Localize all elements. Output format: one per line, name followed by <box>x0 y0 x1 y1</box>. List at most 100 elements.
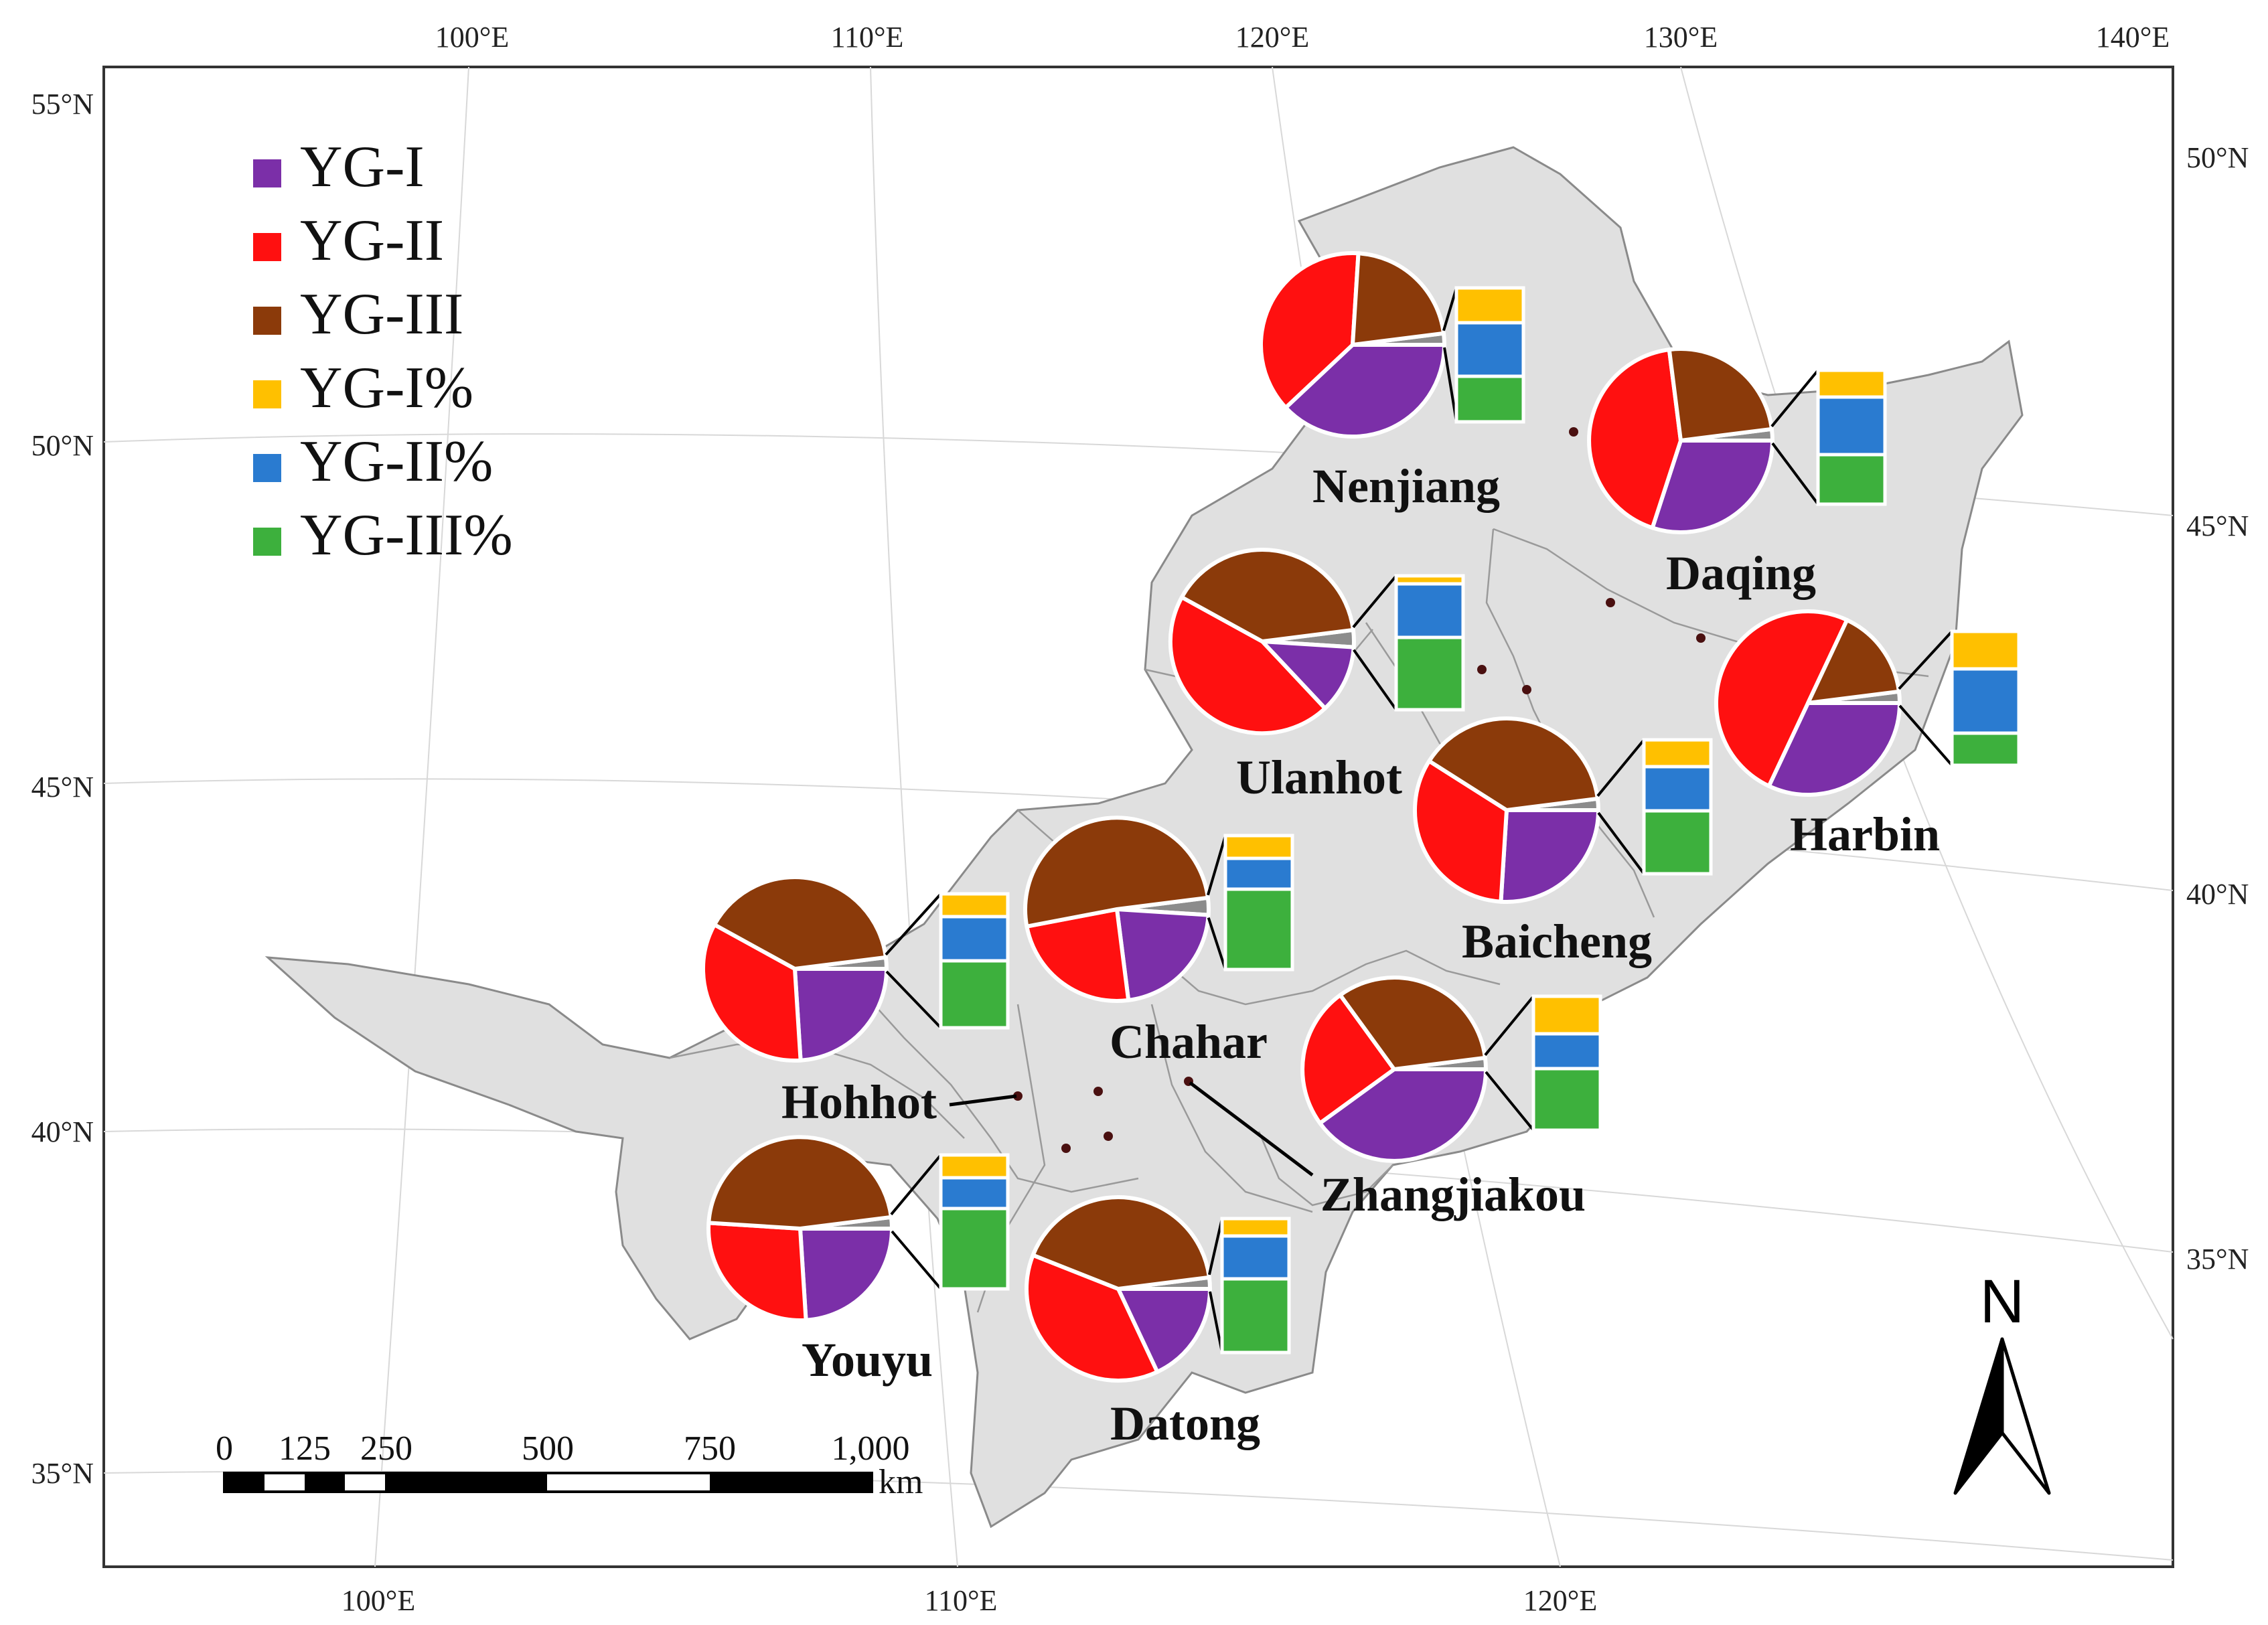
datong-bar-segment-yg-iii-pct <box>1220 1277 1291 1355</box>
nenjiang-site-chart: Nenjiang <box>1259 251 1525 513</box>
ulanhot-pie-slice-yg-iii <box>1179 547 1355 643</box>
youyu-bar-segment-yg-iii-pct <box>939 1207 1010 1291</box>
daqing-pie-slice-yg-ii <box>1587 347 1683 530</box>
site-dot <box>1013 1091 1023 1101</box>
left-lat-label: 45°N <box>31 771 94 803</box>
datong-connector-line <box>1207 1218 1223 1275</box>
legend-label: YG-III% <box>300 503 513 568</box>
youyu-pie-slice-yg-iii <box>706 1135 893 1231</box>
scale-label: 500 <box>522 1429 574 1468</box>
harbin-pie-slice-yg-ii <box>1714 609 1849 788</box>
youyu-label: Youyu <box>802 1333 933 1387</box>
legend-label: YG-II <box>300 208 444 273</box>
harbin-pie-slice-yg-i <box>1766 701 1902 797</box>
scale-bar-segment <box>385 1473 547 1492</box>
ulanhot-connector-line <box>1353 649 1397 711</box>
youyu-connector-line <box>891 1230 942 1290</box>
chahar-pie-slice-yg-iii <box>1023 816 1210 929</box>
datong-bar <box>1220 1217 1291 1355</box>
hohhot-pie-slice-yg-i <box>793 967 889 1063</box>
nenjiang-bar-segment-yg-iii-pct <box>1454 374 1525 424</box>
left-lat-label: 55°N <box>31 88 94 121</box>
scale-bar-segment <box>305 1473 345 1492</box>
legend-swatch <box>253 307 281 335</box>
site-dot <box>1569 427 1578 437</box>
scale-label: 750 <box>684 1429 736 1468</box>
chahar-site-chart: Chahar <box>1023 816 1294 1069</box>
datong-pie-slice-yg-i <box>1116 1287 1212 1374</box>
daqing-connector-line <box>1770 369 1819 428</box>
zhangjiakou-bar-segment-yg-i-pct <box>1531 994 1602 1036</box>
nenjiang-pie <box>1259 251 1446 439</box>
legend-swatch <box>253 159 281 187</box>
harbin-connector-line <box>1898 704 1953 767</box>
chahar-bar-segment-yg-ii-pct <box>1223 856 1294 891</box>
site-dot <box>1522 685 1531 694</box>
daqing-bar-segment-yg-i-pct <box>1816 368 1887 399</box>
site-dot <box>1696 633 1706 643</box>
nenjiang-label: Nenjiang <box>1312 459 1500 513</box>
baicheng-label: Baicheng <box>1462 915 1652 968</box>
scale-bar-segment <box>224 1473 264 1492</box>
baicheng-connector-line <box>1597 811 1645 875</box>
site-dot <box>1606 598 1615 607</box>
harbin-bar-segment-yg-iii-pct <box>1950 731 2021 767</box>
chahar-bar <box>1223 834 1294 972</box>
legend: YG-I YG-II YG-III YG-I% YG-II% YG-III% <box>253 135 513 568</box>
hohhot-bar-segment-yg-i-pct <box>939 892 1010 919</box>
ulanhot-pie-slice-yg-ii <box>1168 595 1327 736</box>
chahar-pie-slice-yg-i <box>1115 907 1211 1002</box>
daqing-bar <box>1816 368 1887 506</box>
datong-pie-slice-yg-iii <box>1031 1195 1211 1291</box>
harbin-bar-segment-yg-i-pct <box>1950 629 2021 671</box>
baicheng-pie-slice-yg-i <box>1499 808 1600 904</box>
scale-unit: km <box>879 1463 923 1501</box>
north-arrow: N <box>1953 1267 2051 1495</box>
legend-label: YG-I <box>300 135 425 200</box>
axis-labels: 100°E 110°E 120°E 130°E 140°E 100°E 110°… <box>31 21 2249 1617</box>
daqing-site-chart: Daqing <box>1587 347 1887 600</box>
daqing-bar-segment-yg-iii-pct <box>1816 453 1887 506</box>
daqing-pie-slice-yg-iii <box>1667 347 1774 443</box>
top-lon-label: 130°E <box>1644 21 1718 54</box>
baicheng-pie <box>1413 716 1600 904</box>
nenjiang-pie-slice-yg-iii <box>1351 251 1446 347</box>
bottom-lon-label: 120°E <box>1523 1584 1597 1617</box>
datong-pie <box>1025 1195 1212 1383</box>
zhangjiakou-pie <box>1300 976 1488 1163</box>
site-dots <box>1013 427 1706 1153</box>
bottom-lon-label: 110°E <box>925 1584 998 1617</box>
bottom-lon-label: 100°E <box>342 1584 415 1617</box>
daqing-label: Daqing <box>1666 546 1816 600</box>
zhangjiakou-connector-line <box>1485 1071 1535 1132</box>
harbin-pie <box>1714 609 1902 797</box>
left-lat-label: 40°N <box>31 1115 94 1148</box>
datong-pie-slice-yg-ii <box>1025 1253 1160 1383</box>
zhangjiakou-pie-slice-yg-i <box>1318 1067 1488 1163</box>
right-lat-label: 45°N <box>2186 510 2249 542</box>
baicheng-pie-slice-yg-iii <box>1427 716 1600 812</box>
ulanhot-connector-line <box>1352 574 1397 629</box>
chahar-pie <box>1023 816 1211 1003</box>
graticule <box>103 66 2174 1567</box>
datong-connector-line <box>1209 1291 1223 1353</box>
scale-label: 250 <box>360 1429 412 1468</box>
top-lon-label: 110°E <box>831 21 904 54</box>
ulanhot-bar <box>1394 574 1465 712</box>
zhangjiakou-leader-line <box>1189 1081 1314 1176</box>
datong-label: Datong <box>1110 1397 1260 1450</box>
scale-bar: 0 125 250 500 750 1,000 km <box>216 1429 923 1501</box>
baicheng-bar-segment-yg-iii-pct <box>1642 809 1713 876</box>
hohhot-bar <box>939 892 1010 1030</box>
chahar-connector-line <box>1207 917 1227 970</box>
zhangjiakou-pie-slice-yg-ii <box>1300 993 1396 1126</box>
label-leader-lines <box>949 1081 1314 1176</box>
harbin-bar <box>1950 629 2021 767</box>
chahar-bar-segment-yg-iii-pct <box>1223 887 1294 972</box>
left-lat-label: 50°N <box>31 429 94 462</box>
scale-label: 0 <box>216 1429 233 1468</box>
legend-label: YG-I% <box>300 356 473 420</box>
nenjiang-connector-line <box>1442 287 1458 331</box>
ulanhot-bar-segment-yg-iii-pct <box>1394 635 1465 712</box>
